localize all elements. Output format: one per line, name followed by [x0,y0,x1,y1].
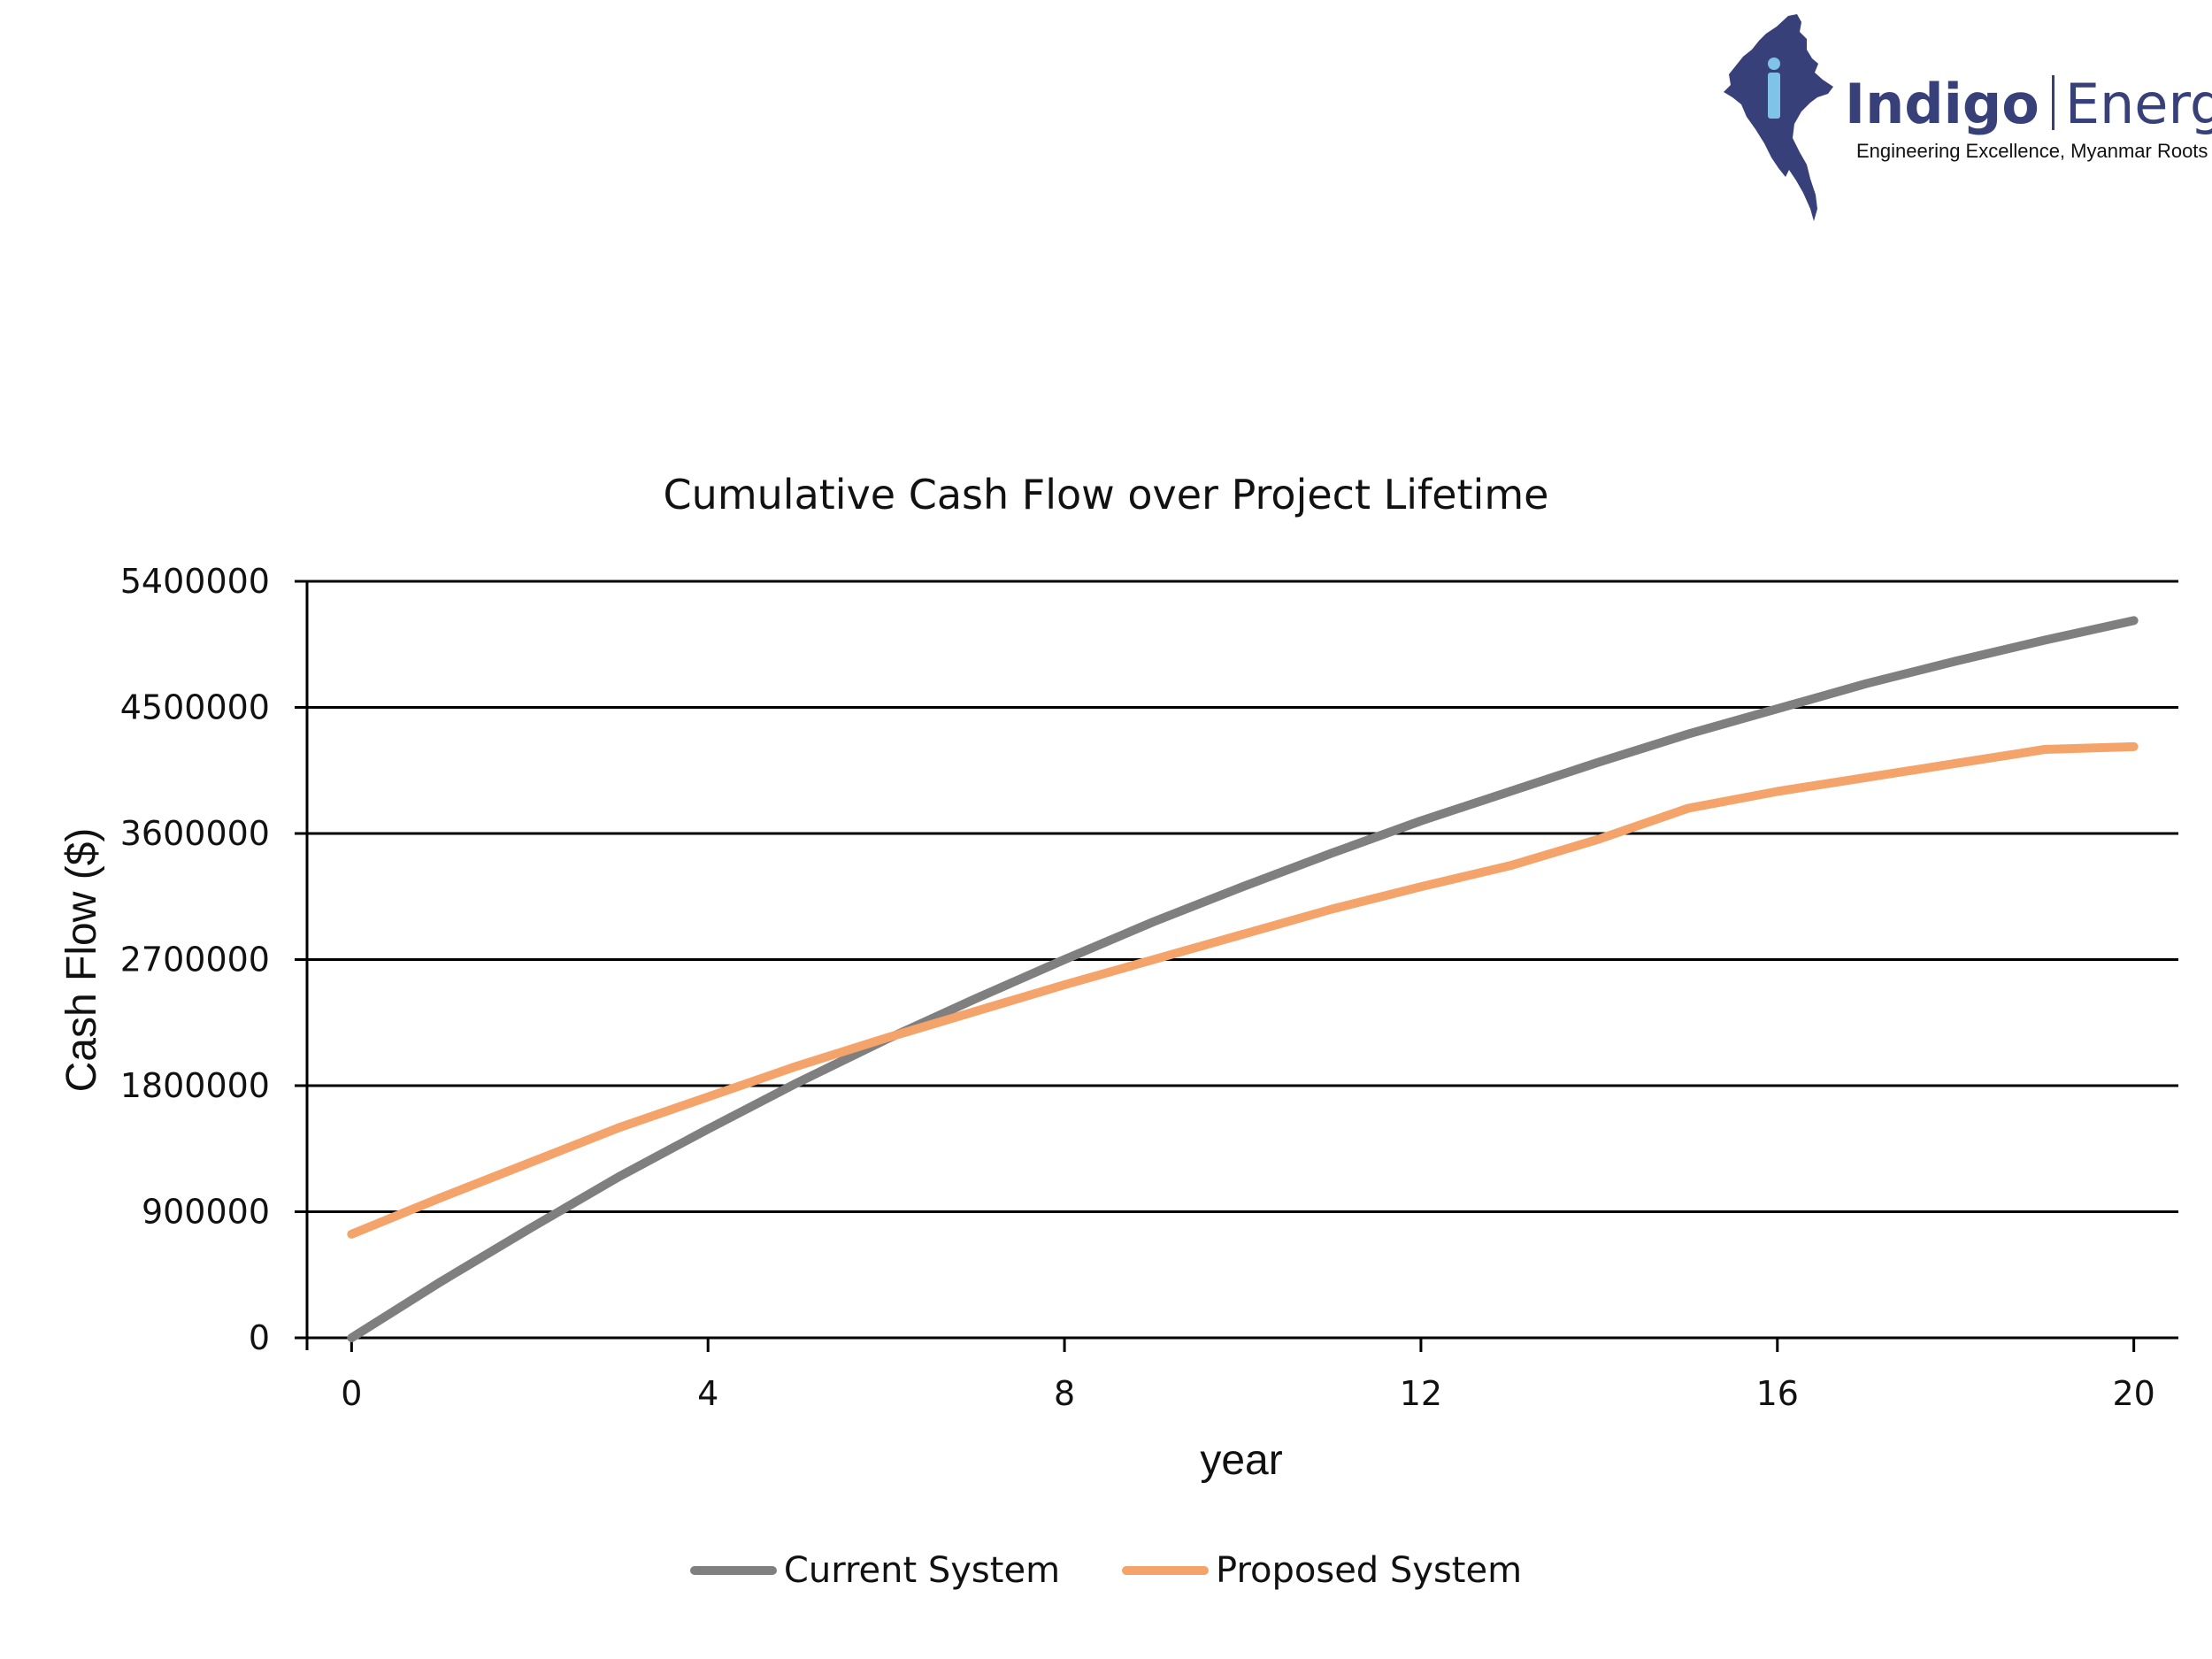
y-tick-label-3: 2700000 [120,941,270,979]
y-axis-label: Cash Flow ($) [58,828,105,1093]
series-lines [347,616,2139,1342]
series-line-current-system [347,616,2139,1342]
x-tick-label-5: 20 [2112,1374,2154,1413]
brand-name-bold: Indigo [1845,72,2039,136]
brand-tagline: Engineering Excellence, Myanmar Roots [1856,140,2208,162]
y-tick-label-2: 1800000 [120,1066,270,1105]
series-line-proposed-system [347,741,2139,1239]
x-tick-label-1: 4 [697,1374,718,1413]
brand-name: Indigo Energy [1845,73,2212,136]
legend-item-proposed-system: Proposed System [1122,1550,1522,1591]
y-tick-label-4: 3600000 [120,814,270,853]
brand-i-dot-icon [1768,58,1780,70]
legend-label-current: Current System [783,1550,1061,1591]
company-logo [1724,14,1833,221]
legend: Current System Proposed System [0,1550,2212,1591]
x-tick-label-2: 8 [1054,1374,1075,1413]
legend-swatch-proposed [1122,1566,1210,1575]
y-tick-label-6: 5400000 [120,562,270,601]
x-axis-label: year [1200,1437,1282,1484]
chart-title: Cumulative Cash Flow over Project Lifeti… [663,471,1549,518]
brand-separator [2051,75,2055,130]
tick-labels: 0 900000 1800000 2700000 3600000 4500000 54000… [120,562,2155,1413]
x-tick-label-4: 16 [1756,1374,1799,1413]
x-tick-label-0: 0 [341,1374,362,1413]
brand-i-accent-icon [1768,73,1780,119]
legend-label-proposed: Proposed System [1216,1550,1523,1591]
brand-name-light: Energy [2064,72,2212,136]
y-tick-label-1: 900000 [142,1193,270,1232]
legend-item-current-system: Current System [689,1550,1061,1591]
axes [305,581,2136,1352]
y-tick-label-0: 0 [249,1318,270,1357]
x-tick-label-3: 12 [1400,1374,1442,1413]
grid-lines [295,580,2178,1340]
y-tick-label-5: 4500000 [120,688,270,727]
legend-swatch-current [689,1566,777,1575]
